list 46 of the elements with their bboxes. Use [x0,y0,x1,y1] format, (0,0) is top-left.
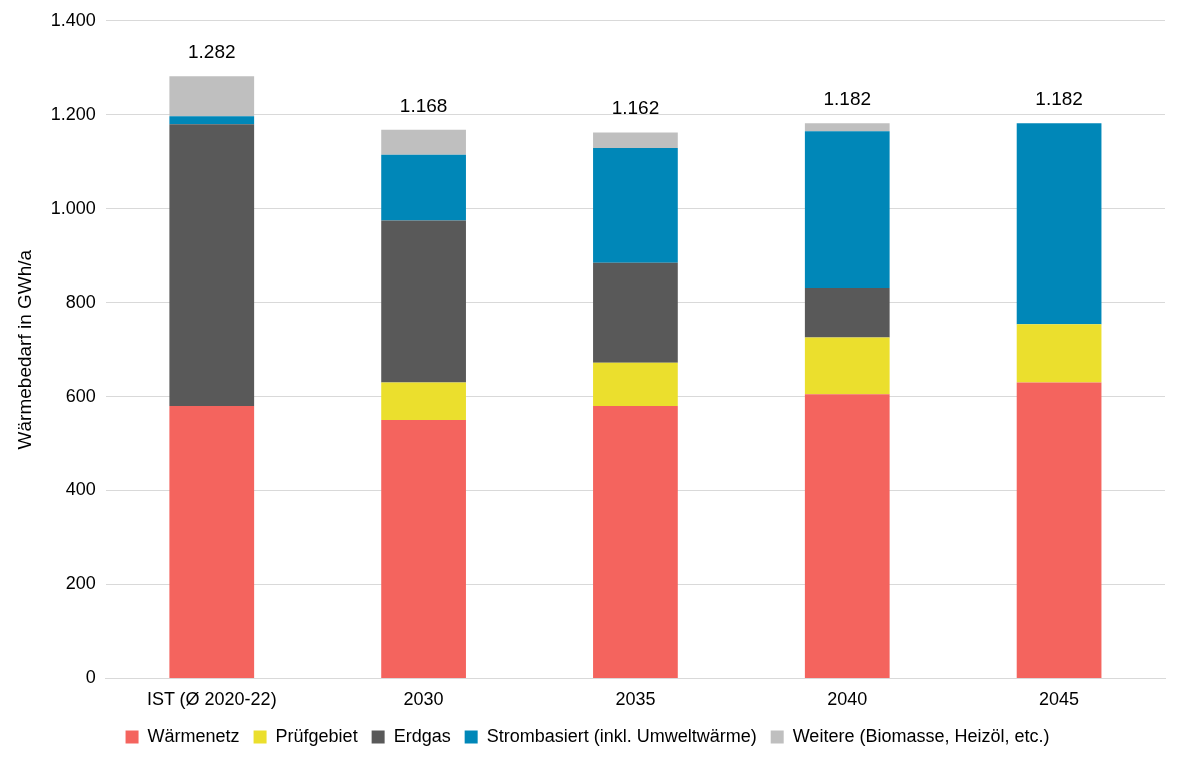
total-label: 1.282 [187,40,236,62]
legend-label: Wärmenetz [147,725,240,746]
bar [593,405,678,678]
bar [593,262,678,363]
total-label: 1.162 [611,97,660,119]
bar [1016,382,1102,678]
y-tick-label: 0 [85,667,96,688]
legend-label: Prüfgebiet [275,725,358,746]
bar [381,220,466,383]
y-tick-label: 600 [65,385,96,406]
bar [169,76,255,117]
x-tick-label: 2045 [1039,689,1080,710]
y-tick-label: 200 [65,573,96,594]
y-tick-label: 800 [65,291,96,312]
bar [593,132,678,149]
bar [804,394,890,678]
bar [593,148,678,263]
x-tick-label: 2035 [615,689,656,710]
y-tick-label: 400 [65,479,96,500]
bar [804,337,890,395]
bar [1016,123,1102,325]
total-label: 1.182 [1035,87,1083,109]
bar [804,288,890,338]
bar [381,129,466,155]
bar [804,131,890,289]
bar [804,123,890,132]
bar [381,382,466,421]
y-axis-title: Wärmebedarf in GWh/a [13,249,35,450]
y-tick-label: 1.200 [50,103,96,124]
legend-label: Erdgas [393,725,451,746]
y-tick-label: 1.000 [50,197,96,218]
bar [381,154,466,221]
bar [169,124,255,406]
x-tick-label: IST (Ø 2020-22) [146,689,277,710]
bar [169,116,255,125]
x-tick-label: 2030 [403,689,444,710]
y-tick-label: 1.400 [50,9,96,30]
legend-label: Weitere (Biomasse, Heizöl, etc.) [792,725,1050,746]
bar [381,420,466,678]
x-tick-label: 2040 [827,689,868,710]
bar [169,405,255,678]
bar [593,362,678,406]
bar [1016,324,1102,383]
total-label: 1.182 [823,87,872,109]
total-label: 1.168 [399,94,448,116]
legend-label: Strombasiert (inkl. Umweltwärme) [486,725,757,746]
